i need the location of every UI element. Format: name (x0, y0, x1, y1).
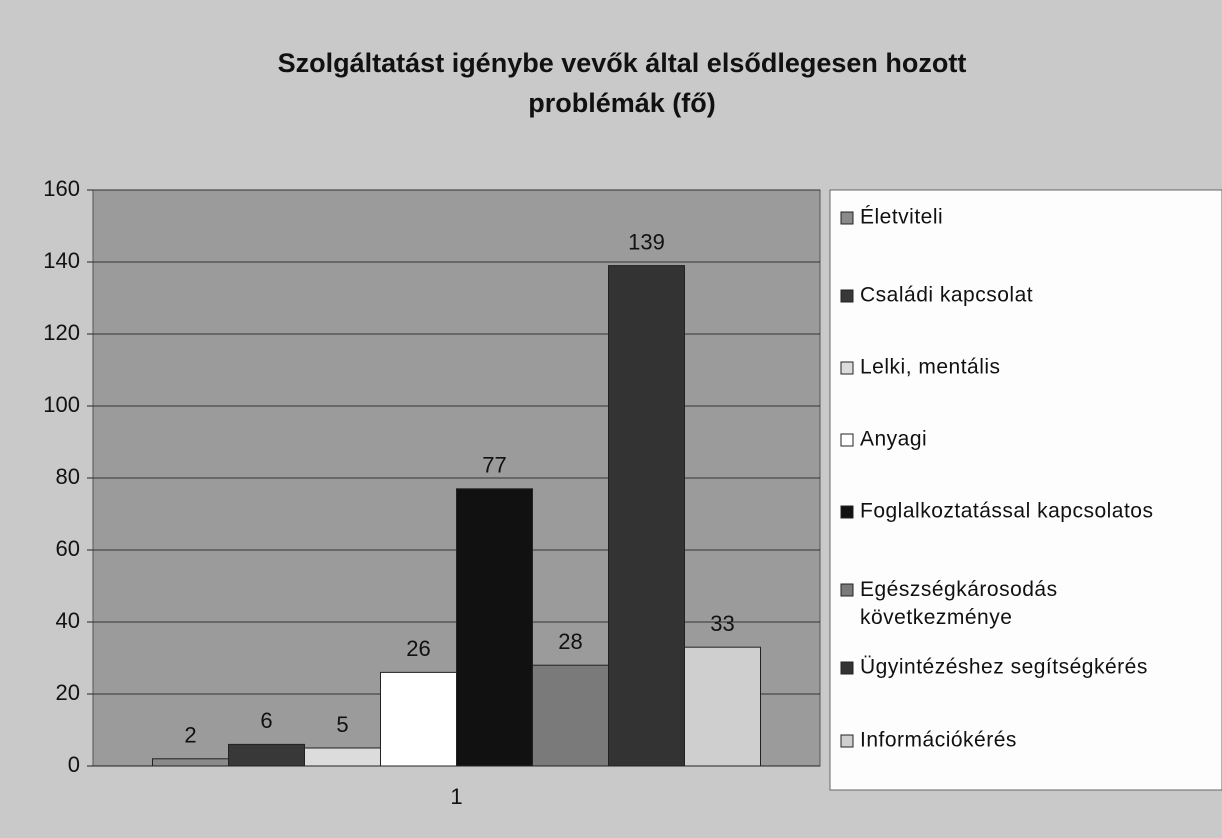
y-tick-label: 40 (56, 608, 80, 633)
bar (152, 758, 229, 767)
legend-label: Egészségkárosodás következménye (860, 578, 1058, 629)
y-tick-label: 100 (43, 392, 80, 417)
y-tick-label: 80 (56, 464, 80, 489)
value-label: 5 (336, 712, 348, 737)
legend-label: Anyagi (860, 428, 927, 451)
legend-swatch (840, 505, 854, 519)
value-label: 77 (482, 453, 506, 478)
bar (304, 747, 381, 767)
legend-label: Foglalkoztatással kapcsolatos (860, 500, 1153, 523)
value-label: 139 (628, 229, 665, 254)
legend-swatch (840, 361, 854, 375)
legend-label: Családi kapcsolat (860, 284, 1033, 307)
bar (532, 664, 609, 767)
value-label: 33 (710, 611, 734, 636)
y-tick-label: 0 (68, 752, 80, 777)
bar (608, 265, 685, 767)
legend-swatch (840, 433, 854, 447)
legend-swatch (840, 661, 854, 675)
y-tick-label: 20 (56, 680, 80, 705)
value-label: 2 (184, 723, 196, 748)
bar (456, 488, 533, 767)
legend-label: Életviteli (860, 206, 943, 229)
chart-title: Szolgáltatást igénybe vevők által elsődl… (278, 48, 967, 118)
legend-swatch (840, 211, 854, 225)
legend-label: Ügyintézéshez segítségkérés (860, 656, 1148, 679)
bar (380, 671, 457, 767)
legend-label: Információkérés (860, 729, 1017, 752)
legend-swatch (840, 289, 854, 303)
x-tick-label: 1 (450, 784, 462, 809)
y-tick-label: 140 (43, 248, 80, 273)
y-tick-label: 60 (56, 536, 80, 561)
value-label: 6 (260, 708, 272, 733)
value-label: 28 (558, 629, 582, 654)
bar (684, 646, 761, 767)
value-label: 26 (406, 636, 430, 661)
bar (228, 743, 305, 767)
legend-label: Lelki, mentális (860, 356, 1001, 379)
legend-swatch (840, 583, 854, 597)
y-tick-label: 160 (43, 176, 80, 201)
legend-swatch (840, 734, 854, 748)
y-tick-label: 120 (43, 320, 80, 345)
legend-box (829, 189, 1222, 791)
